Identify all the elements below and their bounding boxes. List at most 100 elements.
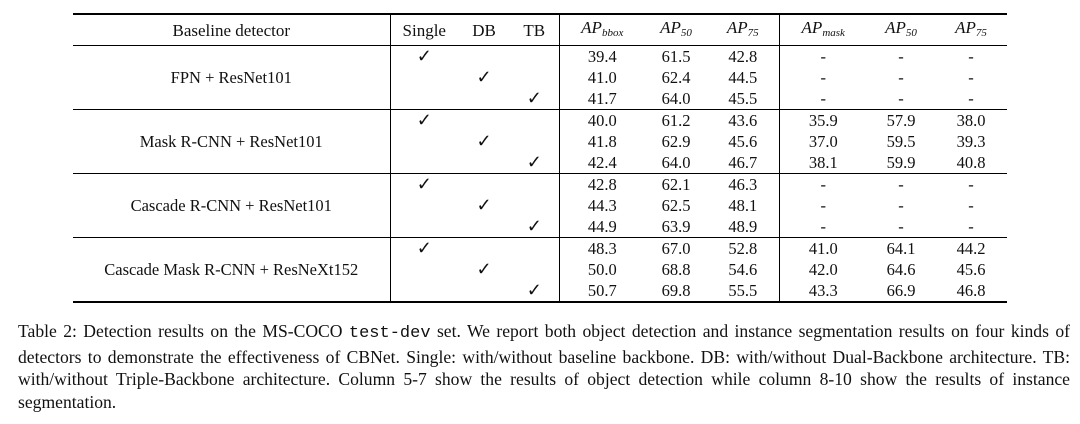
check-cell: [510, 45, 560, 67]
value-cell: 61.2: [661, 111, 691, 130]
value-cell: 45.5: [707, 88, 780, 110]
value-cell: 62.4: [661, 68, 691, 87]
value-cell: 41.7: [587, 89, 617, 108]
check-cell: [390, 216, 458, 238]
value-cell: 61.5: [661, 47, 691, 66]
header-cell: APbbox: [559, 14, 645, 46]
check-cell: [458, 88, 510, 110]
table-row: ✓ 44.3 62.5 48.1 - - -: [73, 195, 1007, 216]
header-cell: AP50: [867, 14, 935, 46]
check-cell: [510, 259, 560, 280]
header-sub: 75: [975, 26, 987, 39]
header-ap: AP75: [726, 17, 759, 39]
value-cell: 38.1: [808, 153, 838, 172]
check-cell: ✓: [510, 88, 560, 110]
check-cell: [510, 173, 560, 195]
header-ap: AP50: [660, 17, 692, 39]
header-ap: APmask: [801, 17, 845, 39]
header-sub: mask: [822, 26, 845, 39]
value-cell: 41.0: [587, 68, 617, 87]
value-cell: 66.9: [886, 281, 916, 300]
check-mark: ✓: [476, 259, 492, 279]
value-cell: 64.6: [886, 260, 916, 279]
value-cell: 41.8: [587, 132, 617, 151]
caption-code: test-dev: [348, 324, 431, 343]
caption-text: set. We report both object detection and…: [18, 321, 1071, 412]
value-cell: 45.6: [707, 131, 780, 152]
header-sub: bbox: [601, 26, 624, 39]
header-ap: AP75: [955, 17, 987, 39]
check-cell: [390, 67, 458, 88]
check-cell: [510, 195, 560, 216]
row-group: Cascade Mask R-CNN + ResNeXt152 ✓ 48.3 67.0…: [73, 237, 1007, 302]
value-cell: -: [968, 89, 974, 108]
row-group: Mask R-CNN + ResNet101 ✓ 40.0 61.2 43.6 35.9 5…: [73, 109, 1007, 174]
table-row: ✓ 41.8 62.9 45.6 37.0 59.5 39.3: [73, 131, 1007, 152]
value-cell: -: [898, 175, 904, 194]
header-ap: APbbox: [581, 17, 624, 39]
value-cell: 64.0: [661, 153, 691, 172]
value-cell: 42.4: [587, 153, 617, 172]
header-cell: AP50: [645, 14, 707, 46]
check-mark: ✓: [476, 195, 492, 215]
value-cell: 44.9: [587, 217, 617, 236]
table-row: FPN + ResNet101 ✓ 39.4 61.5 42.8 - - -: [73, 45, 1007, 110]
header-cell: Single: [402, 20, 446, 40]
value-cell: 50.0: [587, 260, 617, 279]
check-cell: ✓: [510, 280, 560, 302]
table-row: ✓ 44.9 63.9 48.9 - - -: [73, 216, 1007, 238]
value-cell: 35.9: [808, 111, 838, 130]
check-cell: [390, 280, 458, 302]
value-cell: 42.0: [808, 260, 838, 279]
check-cell: [390, 259, 458, 280]
value-cell: -: [968, 196, 974, 215]
check-cell: ✓: [458, 195, 510, 216]
value-cell: 42.8: [707, 45, 780, 67]
value-cell: 41.0: [808, 239, 838, 258]
check-cell: [458, 46, 510, 68]
value-cell: -: [968, 175, 974, 194]
check-mark: ✓: [416, 110, 432, 130]
check-mark: ✓: [526, 88, 542, 108]
value-cell: 68.8: [661, 260, 691, 279]
header-cell: Baseline detector: [73, 14, 391, 46]
header-sub: 50: [905, 26, 917, 39]
value-cell: 39.4: [587, 47, 617, 66]
value-cell: 55.5: [707, 280, 780, 302]
value-cell: 67.0: [661, 239, 691, 258]
check-cell: [458, 280, 510, 302]
check-cell: ✓: [510, 152, 560, 174]
check-mark: ✓: [416, 174, 432, 194]
table-row: ✓ 41.7 64.0 45.5 - - -: [73, 88, 1007, 110]
value-cell: 37.0: [808, 132, 838, 151]
check-mark: ✓: [526, 216, 542, 236]
check-mark: ✓: [476, 67, 492, 87]
table-row: Mask R-CNN + ResNet101 ✓ 40.0 61.2 43.6 35.9 5…: [73, 109, 1007, 174]
value-cell: -: [898, 89, 904, 108]
header-sub: 75: [747, 26, 759, 39]
value-cell: -: [898, 196, 904, 215]
value-cell: 40.0: [587, 111, 617, 130]
caption-text: Table 2: Detection results on the MS-COC…: [18, 321, 343, 341]
value-cell: 62.1: [661, 175, 691, 194]
check-cell: [390, 152, 458, 174]
value-cell: -: [820, 89, 827, 108]
value-cell: 43.3: [808, 281, 838, 300]
value-cell: 38.0: [956, 111, 986, 130]
table-row: ✓ 50.7 69.8 55.5 43.3 66.9 46.8: [73, 280, 1007, 302]
value-cell: -: [820, 196, 827, 215]
check-cell: [510, 109, 560, 131]
table-row: ✓ 42.4 64.0 46.7 38.1 59.9 40.8: [73, 152, 1007, 174]
table-row: Cascade R-CNN + ResNet101 ✓ 42.8 62.1 46.3 - -…: [73, 173, 1007, 238]
value-cell: 50.7: [587, 281, 617, 300]
check-cell: [510, 237, 560, 259]
value-cell: 52.8: [707, 237, 780, 259]
header-cell: AP75: [707, 14, 780, 46]
value-cell: -: [898, 68, 904, 87]
row-group: Cascade R-CNN + ResNet101 ✓ 42.8 62.1 46.3 - -…: [73, 173, 1007, 238]
check-cell: ✓: [390, 110, 458, 132]
value-cell: -: [898, 217, 904, 236]
table-header: Baseline detector Single DB TB APbbox AP50 AP7…: [73, 14, 1007, 46]
check-cell: [390, 131, 458, 152]
